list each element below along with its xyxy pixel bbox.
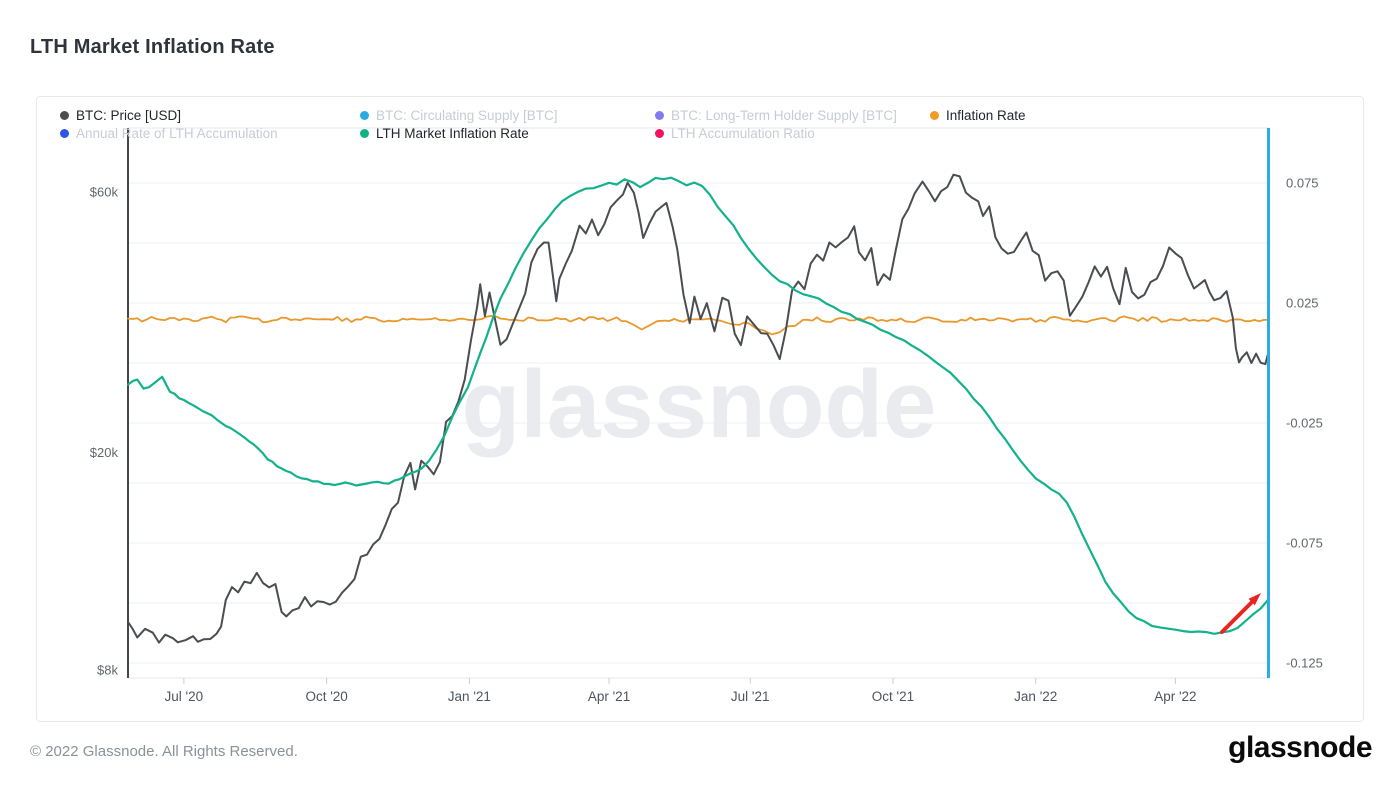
x-axis-label: Apr '22 xyxy=(1154,689,1196,704)
legend-item-label: Inflation Rate xyxy=(946,108,1026,123)
plot-area[interactable] xyxy=(128,128,1269,678)
legend-item-label: BTC: Circulating Supply [BTC] xyxy=(376,108,558,123)
y-axis-right-label: -0.125 xyxy=(1286,656,1323,671)
legend-item-lth-market-inflation-rate[interactable]: LTH Market Inflation Rate xyxy=(360,125,529,142)
trend-arrow-shaft xyxy=(1220,600,1254,634)
x-axis-label: Oct '21 xyxy=(872,689,914,704)
legend-item-btc-price-usd[interactable]: BTC: Price [USD] xyxy=(60,107,181,124)
series-inflation-rate-line xyxy=(127,315,1270,336)
legend-item-label: BTC: Long-Term Holder Supply [BTC] xyxy=(671,108,897,123)
legend-dot-icon xyxy=(360,129,369,138)
series-btc-price-usd-line xyxy=(127,173,1270,644)
x-axis-label: Apr '21 xyxy=(588,689,630,704)
y-axis-left-label: $8k xyxy=(97,663,118,678)
y-axis-right-label: -0.025 xyxy=(1286,416,1323,431)
legend-item-inflation-rate[interactable]: Inflation Rate xyxy=(930,107,1026,124)
legend-item-label: BTC: Price [USD] xyxy=(76,108,182,123)
copyright-text: © 2022 Glassnode. All Rights Reserved. xyxy=(30,743,298,760)
legend-dot-icon xyxy=(60,111,69,120)
x-axis-label: Jan '21 xyxy=(448,689,491,704)
legend-item-lth-accumulation-ratio[interactable]: LTH Accumulation Ratio xyxy=(655,125,815,142)
gridlines xyxy=(128,182,1270,664)
legend-dot-icon xyxy=(655,111,664,120)
trend-arrow-annotation xyxy=(1220,593,1261,634)
legend-dot-icon xyxy=(360,111,369,120)
legend-item-label: LTH Market Inflation Rate xyxy=(376,126,529,141)
glassnode-logo: glassnode xyxy=(1228,731,1372,764)
legend-item-annual-rate-of-lth-accumulation[interactable]: Annual Rate of LTH Accumulation xyxy=(60,125,278,142)
x-axis-label: Jul '21 xyxy=(731,689,770,704)
legend-item-btc-long-term-holder-supply-btc[interactable]: BTC: Long-Term Holder Supply [BTC] xyxy=(655,107,897,124)
legend-dot-icon xyxy=(60,129,69,138)
watermark: glassnode xyxy=(462,351,937,458)
legend-item-label: Annual Rate of LTH Accumulation xyxy=(76,126,278,141)
y-axis-left-label: $60k xyxy=(90,185,119,200)
trend-arrow-head xyxy=(1248,593,1261,606)
y-axis-right-label: 0.075 xyxy=(1286,176,1319,191)
legend-item-btc-circulating-supply-btc[interactable]: BTC: Circulating Supply [BTC] xyxy=(360,107,558,124)
x-axis-label: Jan '22 xyxy=(1014,689,1057,704)
y-axis-left-label: $20k xyxy=(90,445,119,460)
y-axis-right-label: 0.025 xyxy=(1286,296,1319,311)
legend-dot-icon xyxy=(655,129,664,138)
y-axis-right-label: -0.075 xyxy=(1286,536,1323,551)
series-lth-market-inflation-rate-line xyxy=(126,176,1270,635)
legend-dot-icon xyxy=(930,111,939,120)
legend-item-label: LTH Accumulation Ratio xyxy=(671,126,815,141)
x-axis-label: Oct '20 xyxy=(305,689,347,704)
x-axis-label: Jul '20 xyxy=(165,689,204,704)
page-title: LTH Market Inflation Rate xyxy=(30,36,275,58)
